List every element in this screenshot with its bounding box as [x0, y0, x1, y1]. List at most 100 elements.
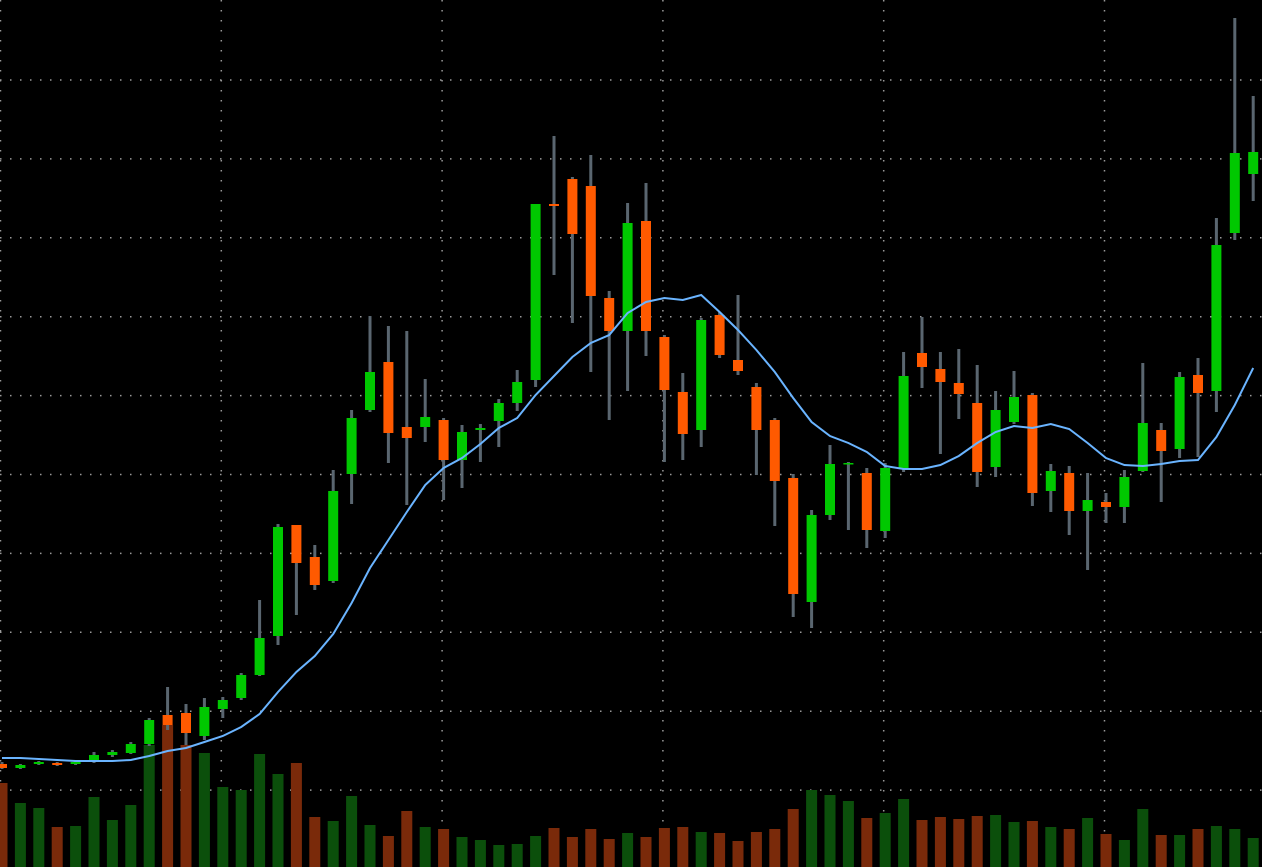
candle-body	[107, 752, 118, 755]
candle-body	[254, 638, 265, 675]
candle-body	[733, 360, 743, 371]
volume-bar	[1100, 834, 1112, 867]
candle-body	[1211, 245, 1222, 391]
volume-bar	[14, 803, 26, 867]
candle-body	[162, 715, 173, 725]
volume-bar	[824, 795, 836, 867]
volume-bar	[33, 808, 45, 867]
volume-bar	[272, 774, 284, 867]
candle-body	[401, 427, 412, 438]
volume-bar	[842, 801, 854, 867]
candle-body	[530, 204, 541, 380]
candle-body	[1101, 502, 1111, 507]
candle-body	[861, 473, 872, 530]
candle-body	[181, 713, 191, 733]
candle-body	[751, 387, 762, 430]
candle-body	[622, 223, 633, 331]
candle-body	[898, 376, 909, 469]
volume-bar	[658, 828, 670, 867]
volume-bar	[566, 837, 578, 867]
volume-bar	[879, 813, 891, 867]
volume-bar	[695, 832, 707, 867]
volume-bar	[1137, 809, 1149, 867]
candle-body	[383, 362, 394, 433]
volume-bar	[1026, 821, 1038, 867]
volume-bar	[769, 829, 781, 867]
volume-bar	[438, 829, 450, 867]
volume-bar	[327, 821, 339, 867]
candle-body	[217, 700, 228, 709]
candle-body	[1082, 500, 1093, 511]
volume-bar	[309, 817, 321, 867]
candle-body	[15, 765, 26, 768]
volume-bar	[585, 829, 597, 867]
candle-body	[1119, 477, 1130, 507]
volume-bar	[1192, 829, 1204, 867]
volume-bar	[106, 820, 118, 867]
candle-body	[1064, 473, 1075, 511]
candle-body	[457, 432, 467, 460]
volume-bar	[530, 836, 542, 867]
volume-bar	[787, 809, 799, 867]
candle-body	[585, 186, 596, 296]
candle-body	[420, 417, 431, 427]
candle-body	[493, 403, 504, 421]
candle-body	[696, 320, 707, 430]
candle-body	[788, 478, 799, 594]
candle-body	[806, 515, 817, 602]
candle-body	[567, 179, 578, 234]
moving-average-line	[2, 293, 1255, 762]
volume-bar	[125, 805, 137, 867]
volume-bar	[971, 816, 983, 867]
volume-bar	[603, 839, 615, 867]
volume-bar	[198, 753, 210, 867]
candle-body	[1137, 423, 1148, 471]
volume-bar	[1118, 840, 1130, 867]
volume-bar	[898, 799, 910, 867]
volume-bar	[990, 815, 1002, 867]
volume-bar	[1174, 835, 1186, 867]
volume-bar	[1210, 826, 1222, 867]
candle-body	[512, 382, 523, 403]
volume-bar	[732, 841, 744, 867]
candle-body	[89, 755, 99, 762]
volume-bar	[401, 811, 413, 867]
candle-body	[1156, 430, 1167, 451]
candle-body	[475, 428, 486, 430]
candle-body	[677, 392, 688, 434]
volume-bar	[51, 827, 63, 867]
candle-body	[880, 468, 891, 531]
volume-bar	[953, 819, 965, 867]
volume-bar	[254, 754, 266, 867]
volume-bar	[180, 745, 192, 867]
candle-body	[1027, 395, 1038, 493]
candle-body	[199, 707, 210, 736]
candle-body	[604, 298, 615, 331]
candle-body	[365, 372, 375, 410]
candle-body	[125, 744, 136, 753]
volume-bar	[70, 826, 82, 867]
candle-body	[273, 527, 283, 636]
candle-body	[328, 491, 339, 581]
candle-body	[843, 463, 854, 465]
candle-body	[935, 369, 946, 382]
volume-bar	[861, 818, 873, 867]
candle-body	[346, 418, 357, 474]
candle-body	[769, 420, 780, 481]
candle-body	[990, 410, 1001, 467]
volume-bar	[622, 833, 634, 867]
volume-bar	[162, 725, 174, 867]
candle-body	[0, 764, 7, 768]
volume-bar	[382, 836, 394, 867]
volume-bar	[548, 828, 560, 867]
volume-bar	[88, 797, 100, 867]
volume-bar	[419, 827, 431, 867]
volume-bar	[493, 845, 505, 867]
candle-body	[549, 204, 559, 206]
candle-body	[972, 403, 983, 472]
volume-bar	[916, 820, 928, 867]
volume-bar	[934, 817, 946, 867]
candle-body	[438, 420, 449, 460]
volume-bar	[0, 783, 8, 867]
